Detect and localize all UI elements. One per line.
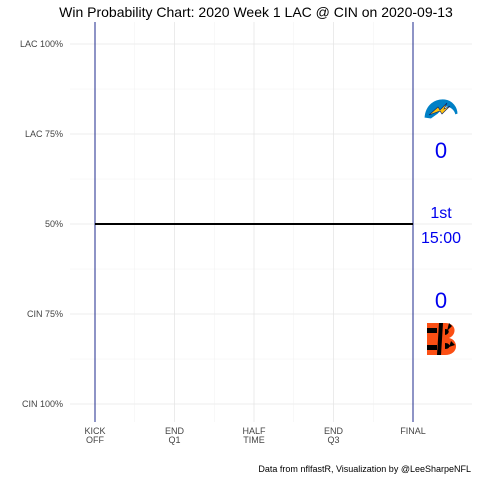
x-tick-line2: TIME [243,435,265,445]
x-tick-line1: KICK [84,426,105,436]
away-score: 0 [435,138,447,163]
y-tick-label: LAC 100% [20,39,63,49]
y-axis-ticks: LAC 100% LAC 75% 50% CIN 75% CIN 100% [20,39,63,409]
x-tick-line1: FINAL [400,426,426,436]
game-clock: 15:00 [421,230,461,247]
x-tick-line1: END [165,426,185,436]
chart-title: Win Probability Chart: 2020 Week 1 LAC @… [59,4,453,20]
home-score: 0 [435,288,447,313]
x-tick-line1: END [324,426,344,436]
x-tick-label: FINAL [400,426,426,436]
x-tick-line2: Q3 [327,435,339,445]
chargers-logo-icon [423,98,459,120]
game-boundary-lines [94,22,414,422]
x-tick-line1: HALF [242,426,266,436]
y-tick-label: 50% [45,219,63,229]
quarter-label: 1st [430,205,452,222]
y-tick-label: CIN 75% [27,309,63,319]
x-tick-line2: OFF [86,435,104,445]
y-tick-label: CIN 100% [22,399,63,409]
x-tick-line2: Q1 [168,435,180,445]
chart-caption: Data from nflfastR, Visualization by @Le… [258,464,471,474]
bengals-logo-icon [427,323,457,355]
y-tick-label: LAC 75% [25,129,63,139]
grid-lines [70,22,472,422]
